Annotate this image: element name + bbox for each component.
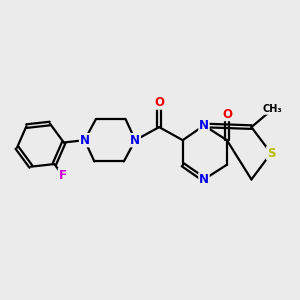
Text: S: S [267, 147, 275, 160]
Text: N: N [80, 134, 90, 147]
Text: F: F [58, 169, 67, 182]
Text: CH₃: CH₃ [263, 104, 283, 114]
Text: N: N [199, 119, 209, 132]
Text: N: N [130, 134, 140, 147]
Text: N: N [199, 173, 209, 186]
Text: O: O [222, 107, 232, 121]
Text: O: O [154, 96, 164, 109]
